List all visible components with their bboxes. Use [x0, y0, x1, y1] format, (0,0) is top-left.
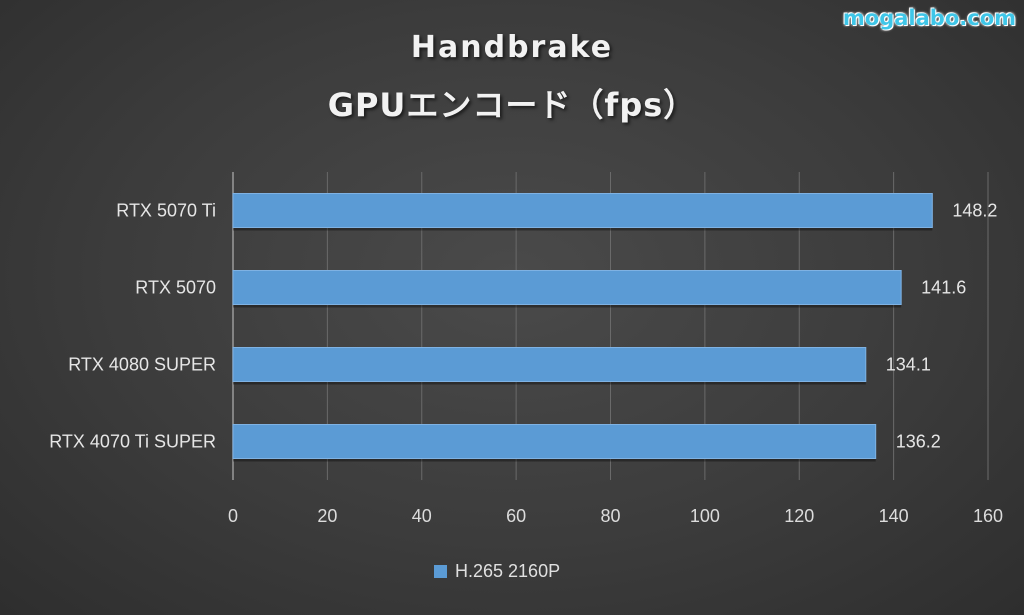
bar	[232, 347, 867, 382]
data-label: 136.2	[896, 432, 941, 452]
category-label: RTX 5070 Ti	[116, 201, 216, 221]
x-tick-label: 20	[317, 506, 337, 526]
legend: H.265 2160P	[434, 561, 560, 582]
x-tick-label: 140	[879, 506, 909, 526]
legend-swatch	[434, 565, 447, 578]
data-label: 148.2	[952, 201, 997, 221]
bar	[232, 193, 933, 228]
chart-title-line-1: Handbrake	[410, 30, 614, 65]
data-label: 134.1	[886, 355, 931, 375]
watermark-logo: mogalabo.com	[842, 6, 1016, 30]
category-label: RTX 4080 SUPER	[68, 355, 216, 375]
bar	[232, 424, 877, 459]
category-label: RTX 4070 Ti SUPER	[49, 432, 216, 452]
legend-label: H.265 2160P	[455, 561, 561, 581]
x-tick-label: 100	[690, 506, 720, 526]
data-label: 141.6	[921, 278, 966, 298]
bar	[232, 270, 902, 305]
chart-title-line-2: GPUエンコード（fps）	[327, 86, 697, 124]
x-tick-label: 160	[973, 506, 1003, 526]
x-tick-label: 80	[600, 506, 620, 526]
x-tick-label: 120	[784, 506, 814, 526]
x-tick-label: 60	[506, 506, 526, 526]
category-label: RTX 5070	[135, 278, 216, 298]
x-tick-label: 40	[412, 506, 432, 526]
x-tick-label: 0	[228, 506, 238, 526]
